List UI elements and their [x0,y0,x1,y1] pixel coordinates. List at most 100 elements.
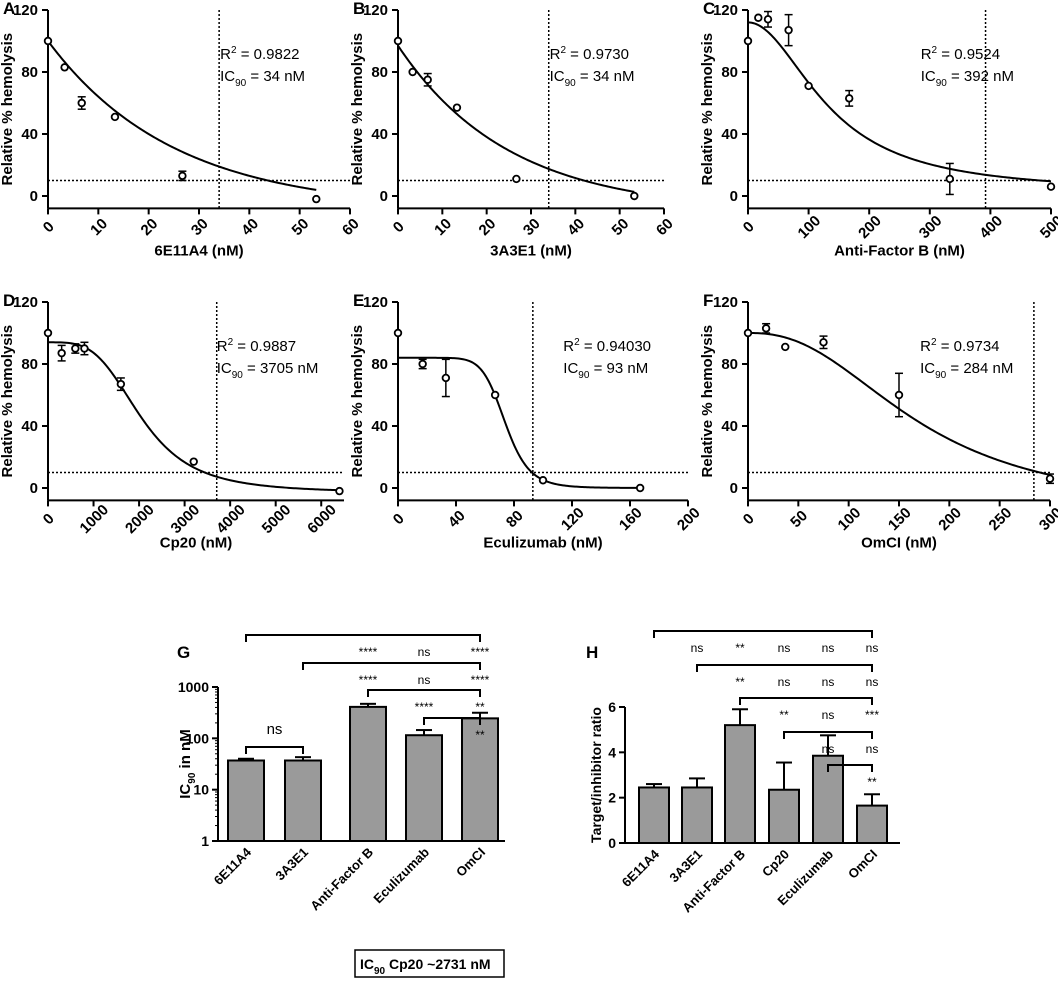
x-tick-label: 10 [431,215,455,239]
data-point [110,112,120,122]
y-tick-label: 120 [713,294,738,311]
panel-letter: H [586,643,598,662]
category-label: Cp20 [759,847,792,880]
y-tick-label: 80 [371,64,388,81]
r-squared-value: = 0.9730 [566,46,629,63]
data-point [894,390,904,400]
significance-label: ns [822,675,835,689]
x-tick-label: 0 [740,218,758,236]
panel-a: A 0 40 80 120 0 10 20 30 40 50 60 6E11A4 (nM) Relativ… [0,0,363,259]
significance-label: ns [418,645,431,659]
x-tick-label: 0 [40,218,58,236]
fit-curve [47,40,317,191]
x-tick-label: 120 [558,504,588,534]
ic90-value: = 3705 nM [243,360,318,377]
data-point [784,25,793,35]
ic90-symbol: IC [217,360,232,377]
x-tick-label: 6000 [304,501,340,537]
r-squared-symbol: R [220,46,231,63]
panel-f: F 0 40 80 120 0 50 100 150 200 250 300 OmCI (nM) Rela… [699,291,1058,551]
y-axis-title: Relative % hemolysis [0,325,16,478]
ic90-subscript: 90 [565,78,577,89]
r-squared-symbol: R [563,338,574,355]
x-tick-label: 1000 [77,501,113,537]
data-point [43,328,53,338]
y-tick-label: 0 [380,480,388,497]
x-tick-label: 20 [476,215,500,239]
footnote-rest: Cp20 ~2731 nM [385,956,490,972]
r-squared-value: = 0.9524 [937,46,1000,63]
data-point [393,328,403,338]
x-tick-label: 100 [835,504,865,534]
x-tick-label: 200 [935,504,965,534]
significance-label: *** [865,708,879,722]
ic90-subscript: 90 [232,370,244,381]
comparison-bracket [783,731,873,739]
bar-cp20 [768,788,800,845]
x-tick-label: 40 [445,507,469,531]
x-tick-label: 50 [289,215,313,239]
category-label: Anti-Factor B [307,845,376,914]
ic90-label: IC90 = 284 nM [920,360,1013,381]
y-tick-label: 6 [608,699,616,715]
y-axis-title-main: IC [177,784,194,799]
significance-label: **** [415,700,434,714]
x-tick-label: 30 [188,215,212,239]
data-point [60,63,69,72]
x-tick-label: 2000 [122,501,158,537]
ic90-symbol: IC [220,68,235,85]
ic90-symbol: IC [920,360,935,377]
y-axis-title-rest: in nM [177,729,194,772]
y-tick-label: 0 [730,188,738,205]
panel-c: C 0 40 80 120 0 100 200 300 400 500 Anti-Factor B (… [699,0,1058,259]
x-tick-label: 80 [503,507,527,531]
data-point [781,342,790,352]
panel-letter: D [3,291,15,310]
data-point [490,390,500,400]
r-squared-superscript: 2 [228,337,234,348]
significance-label: ** [735,675,745,689]
x-tick-label: 400 [976,212,1006,242]
ic90-label: IC90 = 34 nM [550,68,635,89]
x-tick-label: 0 [390,510,408,528]
x-tick-label: 4000 [213,501,249,537]
y-tick-label: 100 [186,730,210,746]
significance-label: ns [822,742,835,756]
category-label: 3A3E1 [666,847,705,886]
y-axis-title: Relative % hemolysis [699,33,716,186]
comparison-bracket [653,630,873,638]
y-tick-label: 10 [193,782,209,798]
significance-label: ** [867,775,877,789]
r-squared-value: = 0.9822 [237,46,300,63]
bar-3a3e1 [284,759,322,842]
y-tick-label: 0 [608,835,616,851]
footnote-sub: 90 [374,966,386,977]
significance-label: ns [822,641,835,655]
significance-label: ns [866,742,879,756]
data-point [1046,182,1056,191]
x-axis-title: Anti-Factor B (nM) [834,242,965,259]
data-point [845,94,854,103]
significance-label: **** [471,645,490,659]
ic90-symbol: IC [563,360,578,377]
x-axis-title: OmCI (nM) [861,534,937,551]
significance-label: ns [822,708,835,722]
data-point [512,174,521,184]
data-point [761,324,771,333]
data-point [819,338,828,347]
data-point [441,373,451,383]
ic90-value: = 392 nM [947,68,1014,85]
x-axis-title: 3A3E1 (nM) [490,242,572,259]
panel-letter: F [703,291,713,310]
y-tick-label: 1000 [178,679,209,695]
comparison-bracket [827,764,873,772]
ic90-symbol: IC [550,68,565,85]
r-squared-value: = 0.9734 [937,338,1000,355]
x-tick-label: 3000 [168,501,204,537]
x-tick-label: 60 [339,215,363,239]
bar-anti-factor-b [349,705,387,842]
r-squared-value: = 0.94030 [580,338,651,355]
y-tick-label: 0 [730,480,738,497]
